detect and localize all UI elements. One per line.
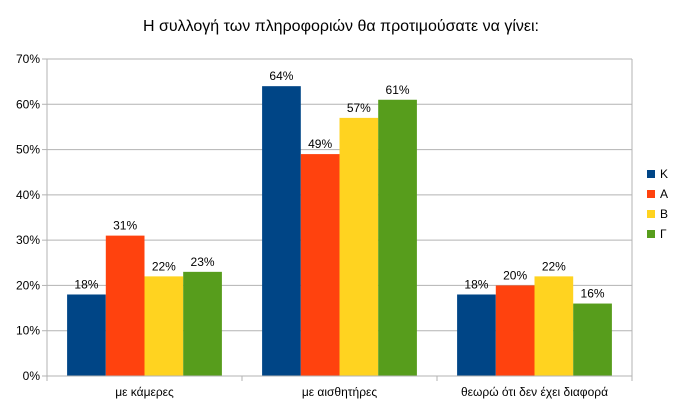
legend-label: Κ <box>660 167 668 181</box>
category-labels: με κάμερες με αισθητήρες θεωρώ ότι δεν έχε… <box>115 385 608 399</box>
y-tick-label: 20% <box>16 278 40 292</box>
bar <box>378 99 417 376</box>
data-label: 18% <box>464 277 488 291</box>
chart-title: Η συλλογή των πληροφοριών θα προτιμούσατ… <box>143 18 539 35</box>
data-label: 22% <box>152 259 176 273</box>
data-label: 20% <box>503 268 527 282</box>
bar <box>105 235 145 376</box>
bar <box>534 276 574 376</box>
data-label: 31% <box>113 219 137 233</box>
y-tick-label: 30% <box>16 233 40 247</box>
data-label: 22% <box>542 259 566 273</box>
data-label: 64% <box>269 69 293 83</box>
bar <box>183 271 222 376</box>
category-label: με κάμερες <box>115 385 174 399</box>
bars <box>67 86 612 377</box>
bar <box>457 294 496 376</box>
bar <box>339 117 379 376</box>
bar <box>300 154 340 376</box>
legend-label: Β <box>660 207 668 221</box>
category-label: με αισθητήρες <box>302 385 378 399</box>
bar <box>495 285 535 376</box>
legend-swatch <box>647 230 655 238</box>
legend-label: Γ <box>660 227 667 241</box>
y-tick-label: 60% <box>16 97 40 111</box>
y-tick-label: 0% <box>23 369 41 383</box>
category-label: θεωρώ ότι δεν έχει διαφορά <box>461 385 608 399</box>
legend-swatch <box>647 170 655 178</box>
y-tick-label: 10% <box>16 324 40 338</box>
legend-swatch <box>647 210 655 218</box>
bar <box>67 294 106 376</box>
bar <box>262 86 301 377</box>
data-label: 18% <box>74 277 98 291</box>
bar <box>573 303 612 376</box>
data-label: 16% <box>581 287 605 301</box>
legend-label: Α <box>660 187 668 201</box>
data-label: 57% <box>347 101 371 115</box>
data-label: 23% <box>191 255 215 269</box>
data-label: 49% <box>308 137 332 151</box>
bar <box>144 276 184 376</box>
y-tick-label: 50% <box>16 143 40 157</box>
y-tick-label: 70% <box>16 52 40 66</box>
x-axis <box>46 375 633 381</box>
y-tick-label: 40% <box>16 188 40 202</box>
data-labels: 18% 64% 18% 31% 49% 20% 22% 57% 22% 23% 61% 16% <box>74 69 604 300</box>
data-label: 61% <box>386 83 410 97</box>
y-axis-ticks: 0% 10% 20% 30% 40% 50% 60% 70% <box>16 52 633 383</box>
legend-swatch <box>647 190 655 198</box>
